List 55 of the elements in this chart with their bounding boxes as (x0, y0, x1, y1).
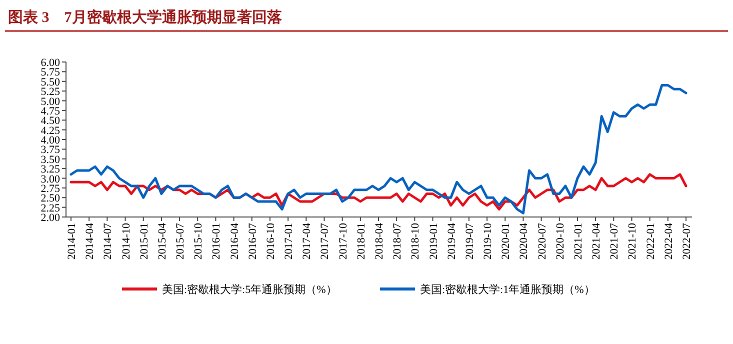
y-tick-label: 2.50 (40, 192, 60, 205)
x-tick-label: 2019-04 (446, 222, 458, 260)
x-tick-label: 2022-07 (681, 222, 693, 260)
x-tick-label: 2014-01 (66, 223, 78, 260)
x-tick-label: 2020-04 (518, 222, 530, 260)
x-tick-label: 2014-07 (102, 222, 114, 260)
x-tick-label: 2015-01 (138, 223, 150, 260)
legend-label: 美国:密歇根大学:1年通胀预期（%） (420, 283, 595, 296)
x-tick-label: 2022-01 (644, 223, 657, 260)
y-tick-label: 4.00 (40, 134, 60, 146)
x-tick-label: 2014-10 (120, 222, 132, 260)
x-tick-label: 2017-04 (301, 222, 314, 260)
x-tick-label: 2018-04 (374, 222, 386, 260)
x-tick-label: 2020-07 (536, 222, 548, 260)
y-tick-label: 3.75 (40, 144, 60, 156)
x-tick-label: 2017-07 (319, 222, 332, 260)
x-tick-label: 2019-07 (464, 222, 476, 260)
y-tick-label: 6.00 (40, 57, 60, 69)
x-tick-label: 2020-10 (554, 222, 566, 260)
y-tick-label: 3.00 (40, 173, 60, 186)
x-tick-label: 2017-01 (283, 223, 296, 260)
x-tick-label: 2018-01 (355, 223, 368, 260)
y-tick-label: 5.75 (40, 66, 60, 79)
x-tick-label: 2016-04 (228, 222, 241, 260)
x-tick-label: 2014-04 (84, 222, 96, 260)
y-tick-label: 2.75 (40, 182, 60, 195)
x-tick-label: 2021-10 (626, 222, 639, 260)
x-tick-label: 2016-07 (246, 222, 259, 260)
x-tick-label: 2015-04 (156, 222, 168, 260)
x-tick-label: 2019-10 (482, 222, 494, 260)
y-tick-label: 5.50 (40, 76, 60, 88)
x-tick-label: 2020-01 (500, 223, 512, 260)
x-tick-label: 2021-04 (590, 222, 603, 260)
x-tick-label: 2015-10 (192, 222, 205, 260)
y-tick-label: 2.00 (40, 212, 60, 224)
x-tick-label: 2021-01 (572, 223, 584, 260)
y-tick-label: 3.25 (40, 164, 60, 176)
x-tick-label: 2021-07 (608, 222, 621, 260)
y-tick-label: 3.50 (40, 154, 60, 166)
y-tick-label: 5.25 (40, 86, 60, 98)
x-tick-label: 2017-10 (337, 222, 350, 260)
x-tick-label: 2016-01 (210, 223, 223, 260)
y-tick-label: 4.50 (40, 115, 60, 128)
y-tick-label: 4.75 (40, 105, 60, 118)
y-tick-label: 2.25 (40, 202, 60, 214)
x-tick-label: 2016-10 (264, 222, 277, 260)
chart-title: 图表 3 7月密歇根大学通胀预期显著回落 (8, 8, 283, 26)
y-tick-label: 5.00 (40, 96, 60, 108)
y-tick-label: 4.25 (40, 124, 60, 137)
legend-label: 美国:密歇根大学:5年通胀预期（%） (162, 283, 337, 296)
x-tick-label: 2018-07 (392, 222, 404, 260)
x-tick-label: 2018-10 (410, 222, 422, 260)
x-tick-label: 2019-01 (428, 223, 440, 260)
x-tick-label: 2022-04 (662, 222, 675, 260)
x-tick-label: 2015-07 (174, 222, 187, 260)
